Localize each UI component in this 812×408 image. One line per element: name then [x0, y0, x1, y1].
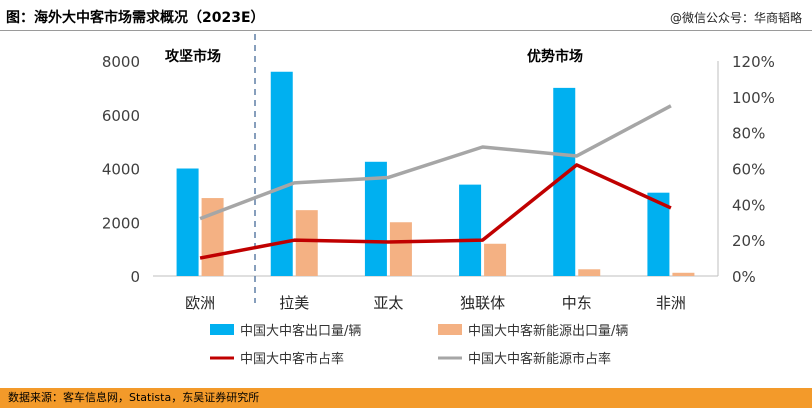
nev-export-bar-4: [578, 269, 601, 276]
left-axis-tick-1: 2000: [102, 214, 140, 232]
right-axis-tick-4: 80%: [732, 125, 765, 143]
title-divider: [0, 30, 812, 31]
left-axis-tick-3: 6000: [102, 107, 140, 125]
legend-label-export: 中国大中客出口量/辆: [240, 323, 361, 339]
left-axis-tick-0: 0: [130, 268, 140, 286]
category-label-4: 中东: [562, 294, 592, 312]
export-bar-2: [364, 161, 387, 276]
left-axis-tick-2: 4000: [102, 161, 140, 179]
category-label-5: 非洲: [656, 294, 686, 312]
chart-title: 图：海外大中客市场需求概况（2023E）: [6, 10, 265, 26]
legend-label-nev-share: 中国大中客新能源市占率: [468, 351, 611, 367]
export-bar-3: [459, 184, 482, 276]
annotation-attack-market: 攻坚市场: [165, 48, 221, 65]
right-axis-tick-5: 100%: [732, 89, 775, 107]
export-bar-0: [176, 168, 199, 276]
legend-label-nev-export: 中国大中客新能源出口量/辆: [468, 323, 628, 339]
left-axis-tick-4: 8000: [102, 53, 140, 71]
market-share-line: [199, 163, 672, 260]
nev-export-bar-3: [484, 243, 507, 276]
nev-share-line: [199, 104, 672, 221]
category-label-0: 欧洲: [185, 294, 215, 312]
category-label-3: 独联体: [460, 294, 505, 312]
legend: 中国大中客出口量/辆 中国大中客新能源出口量/辆 中国大中客市占率 中国大中客新…: [210, 323, 628, 367]
export-bar-5: [647, 192, 670, 276]
watermark: @微信公众号：华商韬略: [669, 11, 802, 25]
export-bar-4: [553, 87, 576, 276]
nev-export-bar-5: [672, 272, 695, 276]
chart-area: 0 2000 4000 6000 8000 0% 20% 40% 60% 80% 100% 120%…: [102, 34, 775, 367]
right-axis-tick-3: 60%: [732, 161, 765, 179]
legend-label-market-share: 中国大中客市占率: [240, 351, 344, 367]
legend-swatch-export: [210, 324, 234, 335]
category-label-1: 拉美: [279, 294, 309, 312]
source-footer: 数据来源：客车信息网，Statista，东吴证券研究所: [0, 388, 812, 408]
nev-export-bar-2: [389, 222, 412, 276]
right-axis-tick-2: 40%: [732, 196, 765, 214]
right-axis-tick-0: 0%: [732, 268, 756, 286]
legend-swatch-nev-export: [438, 324, 462, 335]
right-axis-tick-1: 20%: [732, 232, 765, 250]
annotation-advantage-market: 优势市场: [527, 48, 583, 65]
export-bar-1: [270, 71, 293, 276]
right-axis-tick-6: 120%: [732, 53, 775, 71]
category-label-2: 亚太: [373, 294, 403, 312]
nev-export-bar-1: [295, 210, 318, 276]
